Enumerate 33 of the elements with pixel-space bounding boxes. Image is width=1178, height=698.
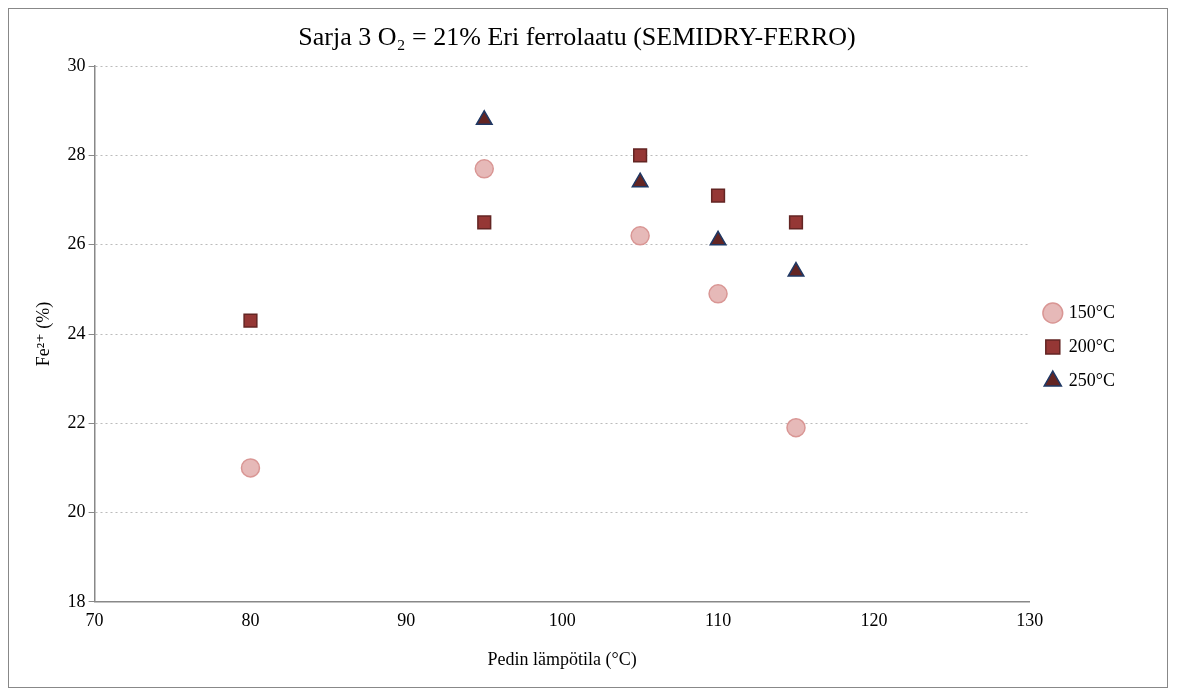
y-tick-label: 30 xyxy=(67,54,86,75)
y-tick-label: 28 xyxy=(67,144,86,165)
x-tick-label: 120 xyxy=(860,610,888,631)
point xyxy=(788,215,804,230)
x-axis-title: Pedin lämpötila (°C) xyxy=(487,648,637,670)
y-tick-label: 26 xyxy=(67,233,86,254)
point xyxy=(786,417,806,438)
point xyxy=(708,284,728,304)
x-tick-label: 70 xyxy=(85,610,104,631)
point xyxy=(633,148,648,163)
x-tick-label: 100 xyxy=(548,610,576,631)
y-tick-label: 22 xyxy=(67,412,86,432)
point xyxy=(477,215,492,230)
y-tick-label: 24 xyxy=(67,322,86,343)
point xyxy=(709,230,727,246)
y-axis-title: Fe²⁺ (%) xyxy=(32,301,54,367)
point xyxy=(243,313,258,328)
x-tick-label: 80 xyxy=(241,610,260,631)
x-tick-label: 90 xyxy=(397,610,416,631)
x-tick-label: 110 xyxy=(704,610,732,631)
point xyxy=(240,458,261,478)
point xyxy=(474,159,495,179)
legend-label: 250°C xyxy=(1068,369,1116,390)
point xyxy=(631,172,649,188)
point xyxy=(630,226,650,246)
y-tick-label: 18 xyxy=(67,590,86,611)
y-tick-label: 20 xyxy=(67,501,86,522)
point xyxy=(475,110,493,126)
legend-label: 150°C xyxy=(1068,301,1116,322)
point xyxy=(710,188,726,203)
legend-label: 200°C xyxy=(1068,335,1116,356)
chart-title: Sarja 3 O₂ = 21% Eri ferrolaatu (SEMIDRY-FERRO) xyxy=(298,22,856,52)
x-tick-label: 130 xyxy=(1016,610,1044,631)
